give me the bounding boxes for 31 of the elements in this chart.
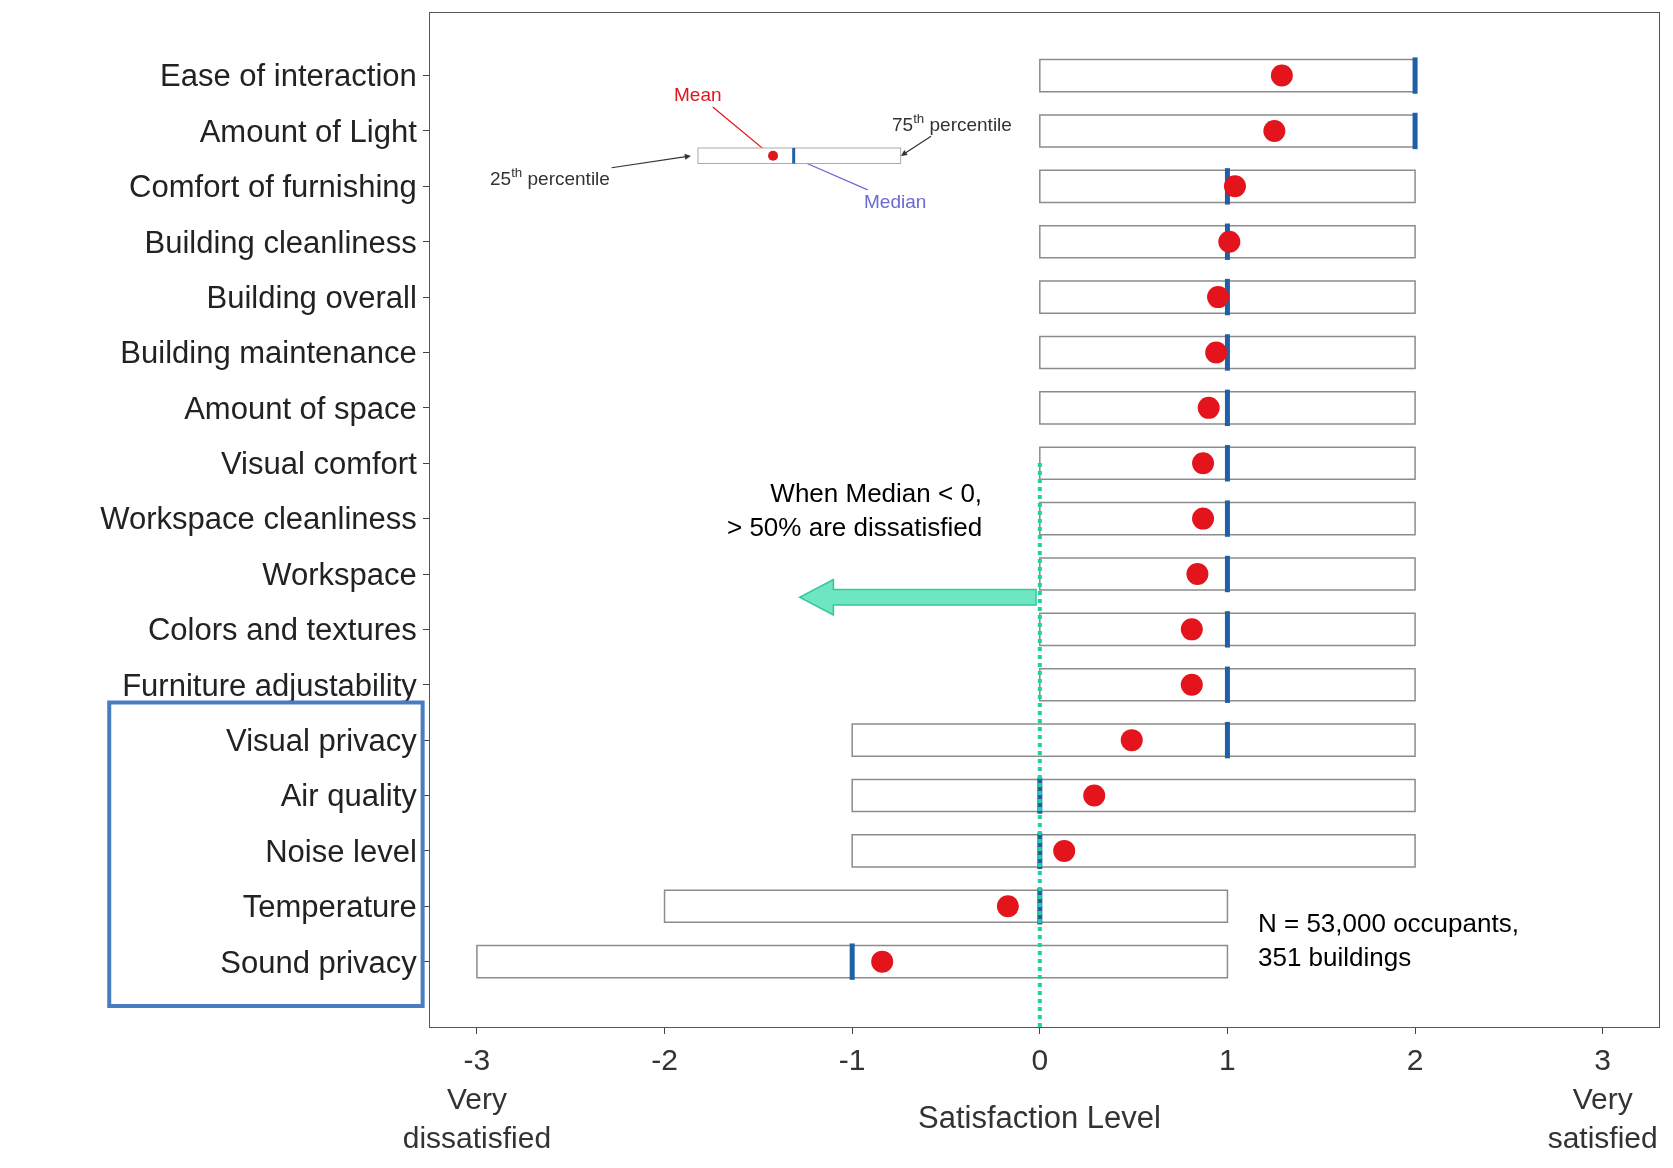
y-tick-label: Air quality xyxy=(280,778,418,814)
y-tick-label: Amount of space xyxy=(184,390,417,426)
y-tick-label: Workspace cleanliness xyxy=(100,501,417,537)
x-tick-label: 0 xyxy=(1031,1043,1049,1076)
y-tick-label: Comfort of furnishing xyxy=(129,169,417,205)
x-tick-label: -2 xyxy=(651,1043,678,1076)
y-tick-label: Ease of interaction xyxy=(160,58,417,94)
y-tick-label: Sound privacy xyxy=(220,944,418,980)
x-tick-label: -3 Very dissatisfied xyxy=(402,1043,552,1154)
annotation: 25$^{th}$ percentile xyxy=(490,165,610,189)
y-tick-label: Furniture adjustability xyxy=(122,667,418,703)
y-tick-label: Workspace xyxy=(262,556,417,592)
y-tick-label: Building overall xyxy=(206,279,417,315)
y-tick-label: Amount of Light xyxy=(199,113,418,149)
y-tick-label: Noise level xyxy=(265,833,417,869)
x-axis-title: Satisfaction Level xyxy=(918,1100,1161,1135)
annotation: Median xyxy=(864,191,927,212)
y-tick-label: Building cleanliness xyxy=(144,224,417,260)
annotation: Mean xyxy=(674,84,722,105)
annotation: 75$^{th}$ percentile xyxy=(892,111,1012,135)
x-tick-label: 2 xyxy=(1406,1043,1424,1076)
x-tick-label: 1 xyxy=(1219,1043,1236,1076)
annotation: N = 53,000 occupants, 351 buildings xyxy=(1258,908,1519,972)
x-tick-label: -1 xyxy=(838,1043,866,1076)
y-tick-label: Visual privacy xyxy=(226,722,418,758)
y-tick-label: Colors and textures xyxy=(147,612,417,648)
y-tick-label: Temperature xyxy=(242,889,417,925)
y-tick-label: Building maintenance xyxy=(120,335,417,371)
y-tick-label: Visual comfort xyxy=(220,446,418,482)
annotation: When Median < 0, > 50% are dissatisfied xyxy=(727,478,983,542)
x-tick-label: 3 Very satisfied xyxy=(1547,1043,1658,1154)
